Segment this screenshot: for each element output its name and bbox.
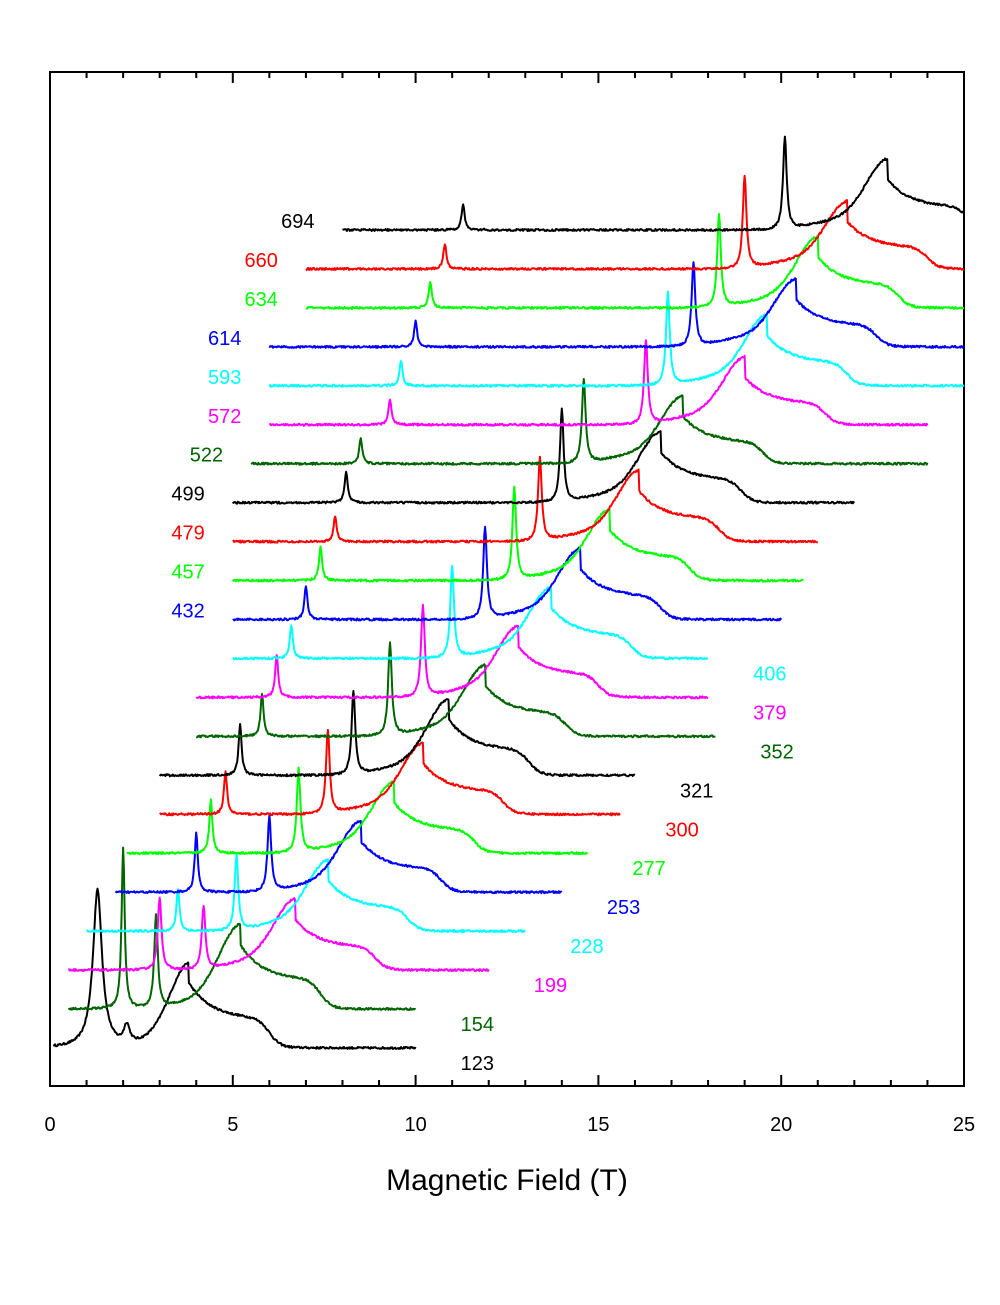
x-axis-label: Magnetic Field (T) <box>386 1164 628 1197</box>
x-axis-ticks-top <box>49 72 965 83</box>
trace-277 <box>126 766 589 856</box>
trace-614 <box>268 261 965 349</box>
trace-228 <box>85 853 526 934</box>
trace-321 <box>158 690 636 778</box>
x-tick-label-0: 0 <box>44 1114 55 1136</box>
x-tick-label-10: 10 <box>404 1114 426 1136</box>
x-tick-label-5: 5 <box>227 1114 238 1136</box>
trace-379 <box>195 603 709 700</box>
plot-frame <box>49 71 965 1087</box>
x-tick-label-20: 20 <box>770 1114 792 1136</box>
trace-253 <box>114 814 563 895</box>
x-tick-label-25: 25 <box>953 1114 975 1136</box>
trace-label-352: 352 <box>760 741 793 763</box>
trace-label-660: 660 <box>245 250 278 272</box>
trace-572 <box>268 339 929 427</box>
trace-label-379: 379 <box>753 702 786 724</box>
x-axis-ticks-bottom <box>49 1075 965 1086</box>
trace-154 <box>68 846 417 1011</box>
trace-499 <box>231 407 856 505</box>
x-tick-label-15: 15 <box>587 1114 609 1136</box>
trace-300 <box>158 728 621 817</box>
trace-label-277: 277 <box>632 858 665 880</box>
trace-634 <box>305 213 965 310</box>
trace-457 <box>231 485 804 583</box>
trace-694 <box>342 135 965 232</box>
trace-406 <box>232 564 709 661</box>
x-axis-tick-labels: 0 5 10 15 20 25 <box>44 1114 975 1136</box>
trace-593 <box>268 290 965 388</box>
trace-479 <box>232 455 818 544</box>
trace-label-614: 614 <box>208 328 241 350</box>
trace-660 <box>305 174 965 271</box>
trace-label-432: 432 <box>171 601 204 623</box>
trace-label-154: 154 <box>461 1014 494 1036</box>
trace-label-694: 694 <box>281 211 314 233</box>
trace-label-228: 228 <box>570 936 603 958</box>
trace-352 <box>195 641 716 739</box>
trace-label-123: 123 <box>461 1053 494 1075</box>
trace-label-593: 593 <box>208 367 241 389</box>
trace-label-406: 406 <box>753 663 786 685</box>
trace-199 <box>67 896 490 973</box>
trace-label-321: 321 <box>680 780 713 802</box>
trace-label-634: 634 <box>245 289 278 311</box>
trace-label-253: 253 <box>607 897 640 919</box>
spectra-traces <box>52 135 965 1050</box>
trace-label-457: 457 <box>171 562 204 584</box>
trace-label-572: 572 <box>208 406 241 428</box>
trace-label-522: 522 <box>190 445 223 467</box>
trace-label-199: 199 <box>534 975 567 997</box>
trace-123 <box>52 887 417 1050</box>
trace-label-499: 499 <box>171 484 204 506</box>
trace-label-479: 479 <box>171 523 204 545</box>
trace-432 <box>232 525 783 622</box>
trace-522 <box>250 378 929 466</box>
trace-label-300: 300 <box>665 819 698 841</box>
